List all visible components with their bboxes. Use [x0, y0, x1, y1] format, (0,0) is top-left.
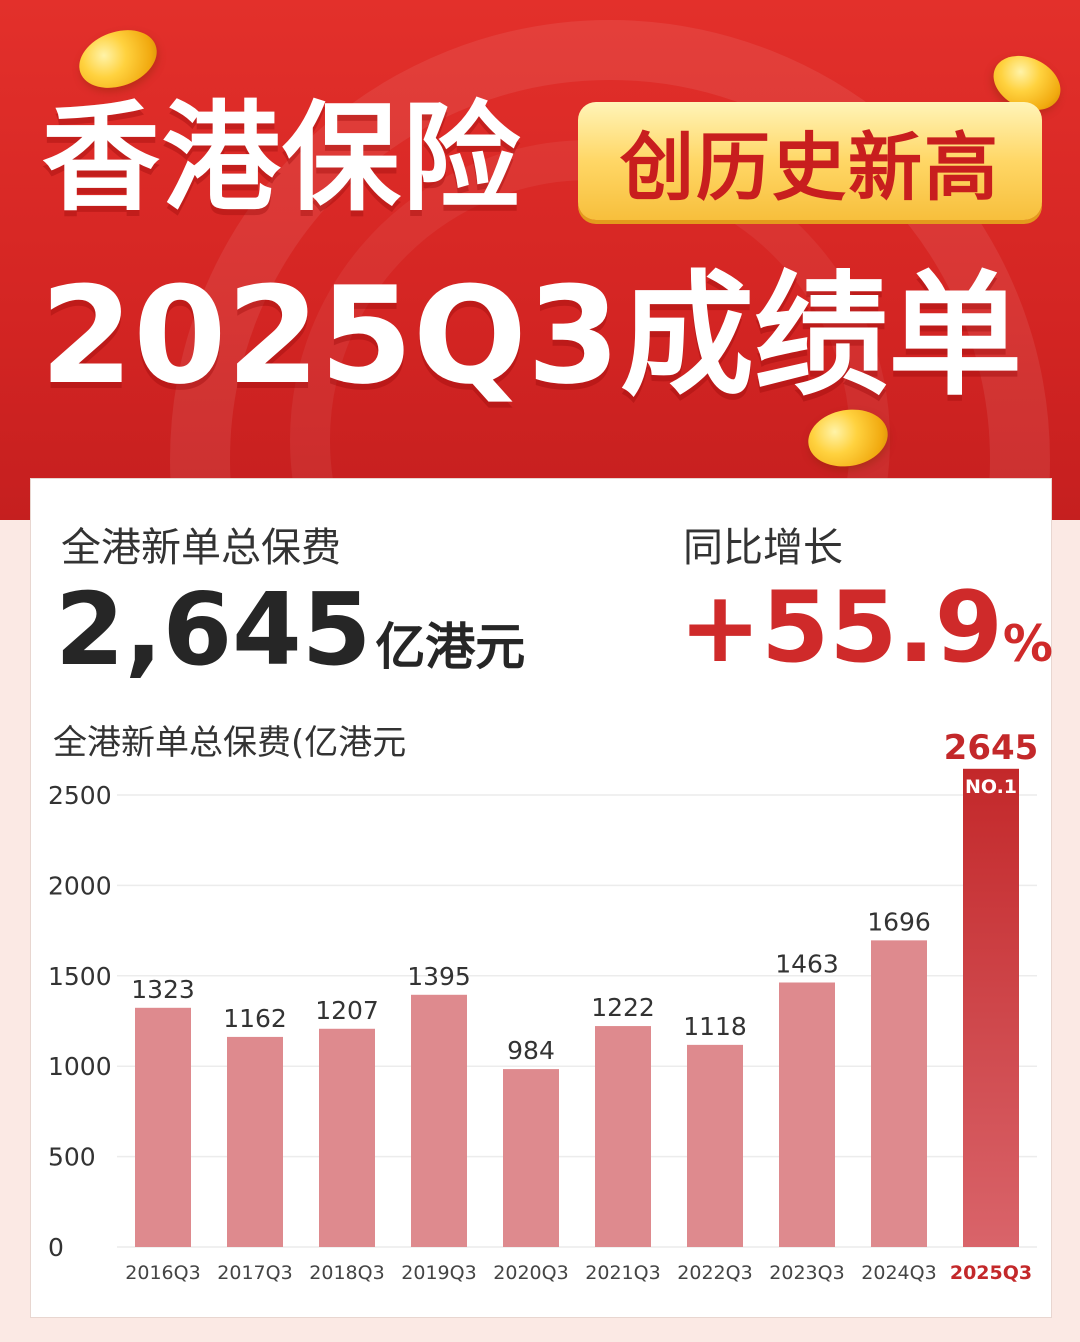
headline-line1: 香港保险	[42, 89, 523, 227]
x-tick-label: 2021Q3	[585, 1262, 660, 1284]
value-label: 1162	[223, 1004, 287, 1033]
record-high-badge-text: 创历史新高	[620, 124, 1000, 211]
y-tick-label: 2500	[48, 781, 112, 810]
x-tick-label: 2019Q3	[401, 1262, 476, 1284]
bar-2018Q3	[319, 1028, 375, 1247]
y-tick-label: 2000	[48, 871, 112, 900]
x-tick-label: 2016Q3	[125, 1262, 200, 1284]
bar-2024Q3	[871, 940, 927, 1247]
growth-number: +55.9	[679, 571, 1003, 685]
growth-unit: %	[1002, 615, 1054, 673]
bar-2020Q3	[503, 1069, 559, 1247]
y-tick-label: 1500	[48, 962, 112, 991]
bar-chart: 0 500 1000 1500 2000 2500 1323 2016Q3 1162 2017Q3…	[48, 728, 1039, 1284]
headline-line2: 2025Q3成绩单	[40, 258, 1023, 414]
value-label: 1118	[683, 1012, 747, 1041]
bar-2022Q3	[687, 1044, 743, 1247]
value-label: 1463	[775, 949, 839, 978]
bar-2025Q3	[963, 768, 1019, 1247]
bar-2016Q3	[135, 1007, 191, 1247]
x-tick-label: 2023Q3	[769, 1262, 844, 1284]
y-tick-label: 500	[48, 1143, 96, 1172]
growth-value: +55.9%	[679, 571, 1053, 685]
gold-coin-icon	[71, 19, 165, 99]
value-label: 1323	[131, 975, 195, 1004]
total-premium-unit: 亿港元	[375, 618, 526, 676]
x-tick-label: 2025Q3	[950, 1262, 1032, 1284]
total-premium-number: 2,645	[55, 571, 372, 688]
y-tick-label: 0	[48, 1233, 64, 1262]
value-label: 1395	[407, 962, 471, 991]
no1-badge: NO.1	[965, 776, 1017, 798]
x-tick-label: 2017Q3	[217, 1262, 292, 1284]
bar-2017Q3	[227, 1036, 283, 1247]
stats-card: 全港新单总保费 2,645亿港元 同比增长 +55.9% 全港新单总保费(亿港元…	[30, 478, 1053, 1318]
x-tick-label: 2018Q3	[309, 1262, 384, 1284]
x-tick-label: 2022Q3	[677, 1262, 752, 1284]
y-tick-label: 1000	[48, 1052, 112, 1081]
record-high-badge: 创历史新高	[578, 102, 1042, 220]
value-label: 2645	[944, 728, 1039, 768]
value-label: 1696	[867, 907, 931, 936]
value-label: 1207	[315, 996, 379, 1025]
bar-2021Q3	[595, 1026, 651, 1247]
x-tick-label: 2020Q3	[493, 1262, 568, 1284]
chart-title: 全港新单总保费(亿港元	[53, 723, 407, 763]
total-premium-value: 2,645亿港元	[55, 571, 525, 688]
bar-2023Q3	[779, 982, 835, 1247]
value-label: 1222	[591, 993, 655, 1022]
x-tick-label: 2024Q3	[861, 1262, 936, 1284]
hero-banner: 香港保险 创历史新高 2025Q3成绩单	[0, 0, 1080, 520]
bar-2019Q3	[411, 994, 467, 1247]
growth-label: 同比增长	[683, 525, 843, 571]
total-premium-label: 全港新单总保费	[61, 525, 341, 571]
value-label: 984	[507, 1036, 555, 1065]
